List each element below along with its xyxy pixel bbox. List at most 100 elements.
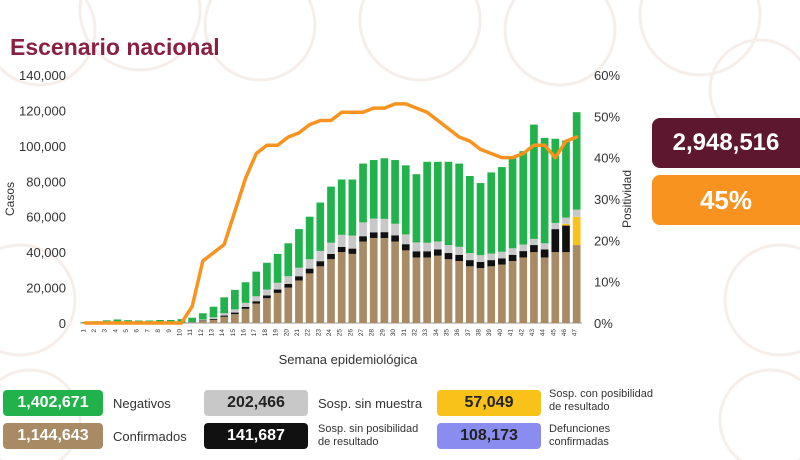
x-tick-label: 14 <box>219 329 226 337</box>
x-tick-label: 7 <box>144 329 151 333</box>
bar-segment <box>188 317 196 323</box>
bar-segment <box>508 254 517 261</box>
x-tick-label: 16 <box>241 329 248 337</box>
bar-segment <box>540 249 549 258</box>
bar-segment <box>391 223 399 236</box>
bar-segment <box>273 289 282 293</box>
x-tick-label: 45 <box>550 329 557 337</box>
bar-segment <box>433 255 442 323</box>
bar-segment <box>316 250 325 262</box>
bar-segment <box>562 223 570 226</box>
x-axis-label: Semana epidemiológica <box>279 352 419 367</box>
legend-sosp-sin-posibilidad-label: Sosp. sin posibilidad de resultado <box>318 423 418 449</box>
bar-segment <box>562 217 570 224</box>
bar-segment <box>241 308 250 323</box>
bar-segment <box>540 257 549 323</box>
bar-segment <box>348 179 357 236</box>
legend-confirmados-label: Confirmados <box>113 429 187 444</box>
bar-segment <box>466 260 474 267</box>
bar-segment <box>433 249 442 256</box>
bar-segment <box>220 316 229 323</box>
x-tick-label: 31 <box>401 329 408 337</box>
x-tick-label: 4 <box>112 329 119 333</box>
bar-segment <box>401 234 410 245</box>
x-tick-label: 44 <box>540 329 547 337</box>
x-tick-label: 2 <box>91 329 98 333</box>
legend-negativos-value: 1,402,671 <box>3 390 103 416</box>
bar-segment <box>498 251 506 259</box>
legend-sosp-con-posibilidad-label: Sosp. con posibilidad de resultado <box>549 388 653 414</box>
bar-segment <box>263 289 271 296</box>
bar-segment <box>572 216 581 246</box>
bar-segment <box>391 160 399 224</box>
bar-segment <box>530 124 538 239</box>
bar-segment <box>508 261 517 323</box>
x-tick-label: 12 <box>198 329 205 337</box>
bar-segment <box>209 317 218 319</box>
bar-segment <box>231 309 239 313</box>
y-tick-label: 40,000 <box>26 245 66 260</box>
bar-segment <box>433 241 442 250</box>
x-tick-label: 46 <box>561 329 568 337</box>
bar-segment <box>455 254 464 261</box>
total-cases-badge: 2,948,516 <box>652 118 800 168</box>
bar-segment <box>284 283 293 288</box>
x-tick-label: 18 <box>262 329 269 337</box>
bar-segment <box>198 320 207 321</box>
bar-segment <box>444 161 453 246</box>
bar-segment <box>327 186 335 243</box>
y2-tick-label: 0% <box>594 316 613 331</box>
bar-segment <box>380 158 389 219</box>
bar-segment <box>305 259 314 269</box>
y-tick-label: 0 <box>59 316 66 331</box>
x-tick-label: 8 <box>155 329 162 333</box>
bar-segment <box>562 140 570 218</box>
bar-segment <box>380 232 389 238</box>
legend-sosp-sin-muestra-label: Sosp. sin muestra <box>318 396 423 411</box>
x-tick-label: 28 <box>369 329 376 337</box>
bar-segment <box>455 261 464 323</box>
bar-segment <box>284 243 293 277</box>
bar-segment <box>231 314 239 323</box>
bar-segment <box>530 245 538 253</box>
legend-sosp-con-posibilidad-line2: de resultado <box>549 401 610 413</box>
x-tick-label: 13 <box>209 329 216 337</box>
bar-segment <box>487 260 496 267</box>
bar-segment <box>401 250 410 323</box>
bar-segment <box>241 302 250 307</box>
bar-segment <box>476 261 485 269</box>
bar-segment <box>444 245 453 254</box>
legend-sosp-sin-muestra-value: 202,466 <box>204 390 308 416</box>
y2-tick-label: 50% <box>594 109 620 124</box>
y2-tick-label: 60% <box>594 68 620 83</box>
x-tick-label: 23 <box>315 329 322 337</box>
y-tick-label: 20,000 <box>26 281 66 296</box>
legend-confirmados-value: 1,144,643 <box>3 423 103 449</box>
bar-segment <box>423 242 431 252</box>
bar-segment <box>455 163 464 247</box>
bar-segment <box>231 289 239 310</box>
bar-segment <box>316 261 325 267</box>
positivity-badge: 45% <box>652 175 800 225</box>
bar-segment <box>455 246 464 255</box>
x-tick-label: 6 <box>134 329 141 333</box>
bar-segment <box>551 222 560 230</box>
bar-segment <box>412 174 421 243</box>
bar-segment <box>562 252 570 323</box>
y2-tick-label: 20% <box>594 233 620 248</box>
x-tick-label: 25 <box>337 329 344 337</box>
y2-tick-label: 10% <box>594 275 620 290</box>
bar-segment <box>337 252 346 323</box>
bar-segment <box>391 241 399 323</box>
y-tick-label: 140,000 <box>19 68 66 83</box>
bar-segment <box>423 257 431 323</box>
bar-segment <box>241 282 250 303</box>
bar-segment <box>572 112 581 210</box>
legend-sosp-sin-posibilidad-value: 141,687 <box>204 423 308 449</box>
bar-segment <box>252 271 261 297</box>
bar-segment <box>519 151 528 245</box>
bar-segment <box>220 297 229 314</box>
bar-segment <box>423 251 431 258</box>
x-tick-label: 41 <box>508 329 515 337</box>
bar-segment <box>391 235 399 242</box>
